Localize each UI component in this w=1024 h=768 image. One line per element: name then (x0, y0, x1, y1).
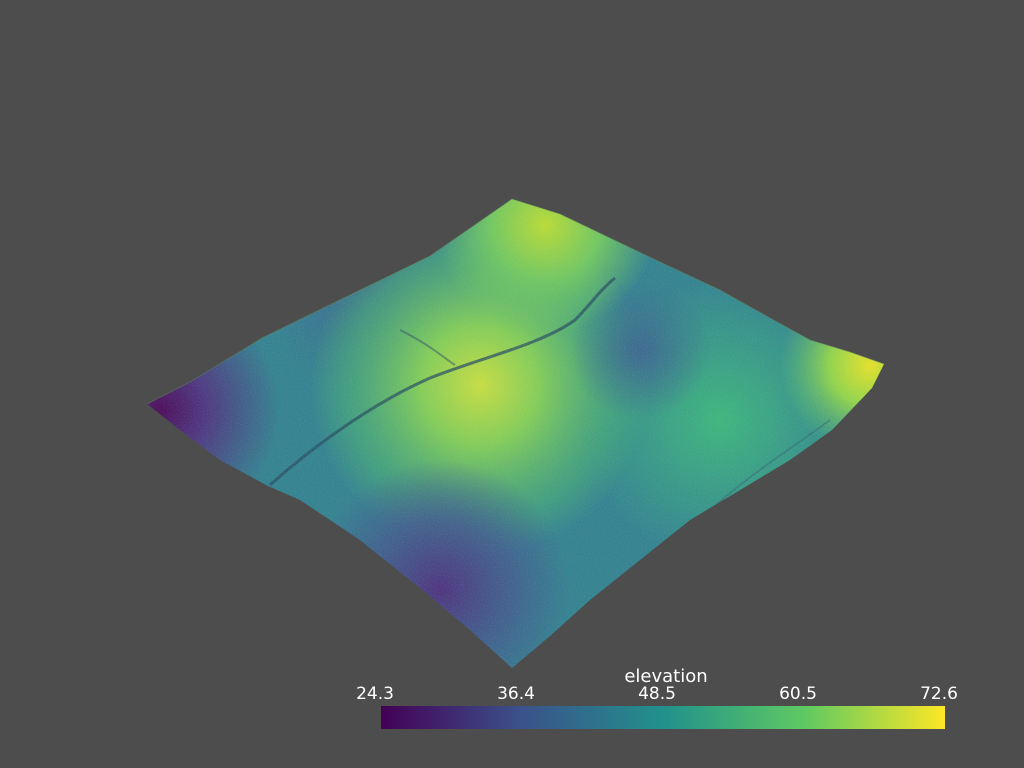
scalar-bar-tick: 24.3 (356, 684, 394, 704)
scalar-bar-title: elevation (624, 666, 708, 687)
scalar-bar-tick: 36.4 (497, 684, 535, 704)
scalar-bar-tick: 48.5 (638, 684, 676, 704)
scalar-bar-tick: 60.5 (779, 684, 817, 704)
scalar-bar-gradient (381, 706, 945, 729)
terrain-surface (147, 199, 884, 668)
scalar-bar-tick: 72.6 (920, 684, 958, 704)
